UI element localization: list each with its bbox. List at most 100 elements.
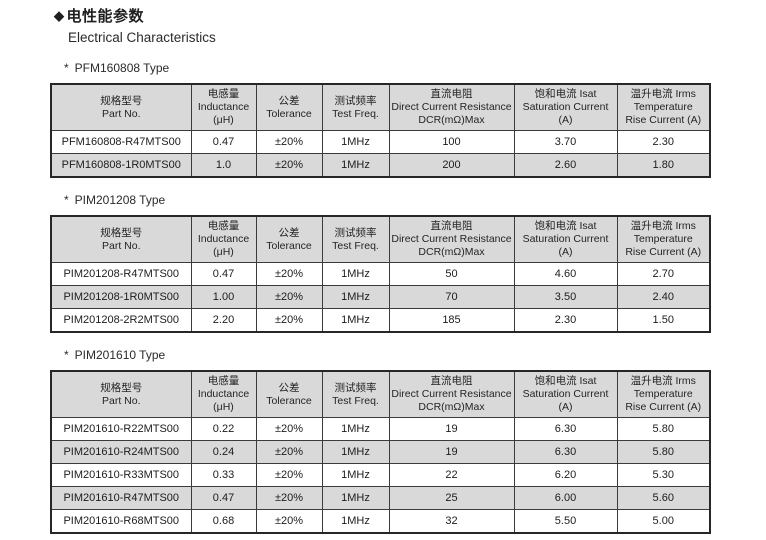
- header-line: DCR(mΩ)Max: [418, 401, 485, 413]
- value-cell: ±20%: [255, 308, 323, 333]
- diamond-bullet-icon: ◆: [54, 8, 65, 23]
- type-heading-label: PIM201208 Type: [74, 193, 166, 207]
- value-cell: ±20%: [255, 262, 323, 286]
- value-cell: 1.80: [616, 153, 711, 178]
- header-line: Temperature: [633, 233, 693, 245]
- header-line: Test Freq.: [332, 107, 379, 120]
- asterisk-marker: *: [64, 193, 69, 207]
- col-header-irms: 温升电流 Irms Temperature Rise Current (A): [616, 370, 711, 418]
- type-heading-pim201610: * PIM201610 Type: [64, 348, 766, 363]
- type-heading-pfm160808: * PFM160808 Type: [64, 61, 766, 76]
- value-cell: 6.20: [513, 463, 618, 487]
- col-header-test-freq: 测试频率 Test Freq.: [321, 370, 390, 418]
- page-title: ◆ 电性能参数: [54, 7, 766, 26]
- header-line: 电感量: [207, 88, 240, 100]
- value-cell: 70: [388, 285, 515, 309]
- header-line: (A): [558, 114, 573, 126]
- value-cell: 3.70: [513, 130, 618, 154]
- value-cell: 1.0: [190, 153, 257, 178]
- header-line: Rise Current (A): [625, 401, 702, 413]
- table-row: PFM160808-1R0MTS00 1.0 ±20% 1MHz 200 2.60 1.80: [50, 153, 711, 178]
- header-line: DCR(mΩ)Max: [418, 246, 485, 258]
- value-cell: 6.30: [513, 417, 618, 441]
- header-line: 直流电阻: [430, 88, 473, 100]
- value-cell: 50: [388, 262, 515, 286]
- value-cell: 5.60: [616, 486, 711, 510]
- col-header-isat: 饱和电流 Isat Saturation Current (A): [513, 215, 618, 263]
- table-row: PIM201610-R22MTS00 0.22 ±20% 1MHz 19 6.30 5.80: [50, 417, 711, 441]
- header-line: Temperature: [633, 101, 693, 113]
- page-title-en: Electrical Characteristics: [68, 30, 216, 45]
- value-cell: 1MHz: [321, 130, 390, 154]
- col-header-inductance: 电感量 Inductance (μH): [190, 370, 257, 418]
- header-row: 规格型号 Part No. 电感量 Inductance (μH) 公差 Tolerance…: [50, 215, 711, 263]
- header-line: Direct Current Resistance: [391, 388, 512, 400]
- value-cell: 5.50: [513, 509, 618, 534]
- value-cell: 1MHz: [321, 486, 390, 510]
- value-cell: 1MHz: [321, 262, 390, 286]
- col-header-tolerance: 公差 Tolerance: [255, 83, 323, 131]
- header-line: (μH): [213, 246, 234, 258]
- section-pim201208: * PIM201208 Type 规格型号 Part No. 电感量 Inductanc…: [0, 193, 766, 333]
- header-line: Part No.: [101, 239, 141, 252]
- header-line: 测试频率: [334, 381, 377, 394]
- header-line: 公差: [278, 381, 300, 394]
- table-row: PIM201610-R68MTS00 0.68 ±20% 1MHz 32 5.50 5.00: [50, 509, 711, 534]
- header-line: Direct Current Resistance: [391, 101, 512, 113]
- value-cell: 5.30: [616, 463, 711, 487]
- header-line: (μH): [213, 401, 234, 413]
- header-line: Part No.: [101, 107, 141, 120]
- value-cell: 1MHz: [321, 285, 390, 309]
- table-row: PIM201208-1R0MTS00 1.00 ±20% 1MHz 70 3.50 2.40: [50, 285, 711, 309]
- value-cell: 100: [388, 130, 515, 154]
- value-cell: 25: [388, 486, 515, 510]
- table-row: PIM201208-2R2MTS00 2.20 ±20% 1MHz 185 2.30 1.5…: [50, 308, 711, 333]
- col-header-tolerance: 公差 Tolerance: [255, 370, 323, 418]
- value-cell: 6.00: [513, 486, 618, 510]
- part-no-cell: PIM201610-R24MTS00: [50, 440, 192, 464]
- header-line: Part No.: [101, 394, 141, 407]
- header-line: 测试频率: [334, 226, 377, 239]
- header-line: Direct Current Resistance: [391, 233, 512, 245]
- value-cell: 22: [388, 463, 515, 487]
- col-header-inductance: 电感量 Inductance (μH): [190, 215, 257, 263]
- header-line: Saturation Current: [522, 233, 609, 245]
- header-line: 温升电流 Irms: [630, 88, 696, 100]
- col-header-dcr: 直流电阻 Direct Current Resistance DCR(mΩ)Max: [388, 83, 515, 131]
- value-cell: 2.30: [616, 130, 711, 154]
- header-line: Tolerance: [266, 394, 312, 407]
- col-header-part-no: 规格型号 Part No.: [50, 370, 192, 418]
- header-line: 规格型号: [100, 226, 143, 239]
- value-cell: 200: [388, 153, 515, 178]
- header-line: 直流电阻: [430, 375, 473, 387]
- table-row: PIM201610-R47MTS00 0.47 ±20% 1MHz 25 6.00 5.60: [50, 486, 711, 510]
- header-line: DCR(mΩ)Max: [418, 114, 485, 126]
- value-cell: 19: [388, 417, 515, 441]
- spec-table-pfm160808: 规格型号 Part No. 电感量 Inductance (μH) 公差 Tolerance…: [50, 83, 711, 178]
- value-cell: 0.24: [190, 440, 257, 464]
- header-line: 电感量: [207, 375, 240, 387]
- value-cell: 0.47: [190, 486, 257, 510]
- value-cell: 1MHz: [321, 417, 390, 441]
- table-row: PFM160808-R47MTS00 0.47 ±20% 1MHz 100 3.70 2.3…: [50, 130, 711, 154]
- header-line: 测试频率: [334, 94, 377, 107]
- part-no-cell: PFM160808-1R0MTS00: [50, 153, 192, 178]
- header-line: Inductance: [197, 233, 250, 245]
- table-row: PIM201610-R24MTS00 0.24 ±20% 1MHz 19 6.30 5.80: [50, 440, 711, 464]
- value-cell: 5.80: [616, 440, 711, 464]
- header-line: 饱和电流 Isat: [534, 88, 597, 100]
- spec-table-pim201208: 规格型号 Part No. 电感量 Inductance (μH) 公差 Tolerance…: [50, 215, 711, 333]
- value-cell: ±20%: [255, 440, 323, 464]
- value-cell: ±20%: [255, 285, 323, 309]
- part-no-cell: PIM201208-1R0MTS00: [50, 285, 192, 309]
- value-cell: ±20%: [255, 463, 323, 487]
- value-cell: ±20%: [255, 509, 323, 534]
- header-line: 饱和电流 Isat: [534, 375, 597, 387]
- type-heading-label: PIM201610 Type: [74, 348, 166, 362]
- value-cell: 2.20: [190, 308, 257, 333]
- header-line: Test Freq.: [332, 394, 379, 407]
- header-line: Temperature: [633, 388, 693, 400]
- value-cell: 0.22: [190, 417, 257, 441]
- header-line: 规格型号: [100, 381, 143, 394]
